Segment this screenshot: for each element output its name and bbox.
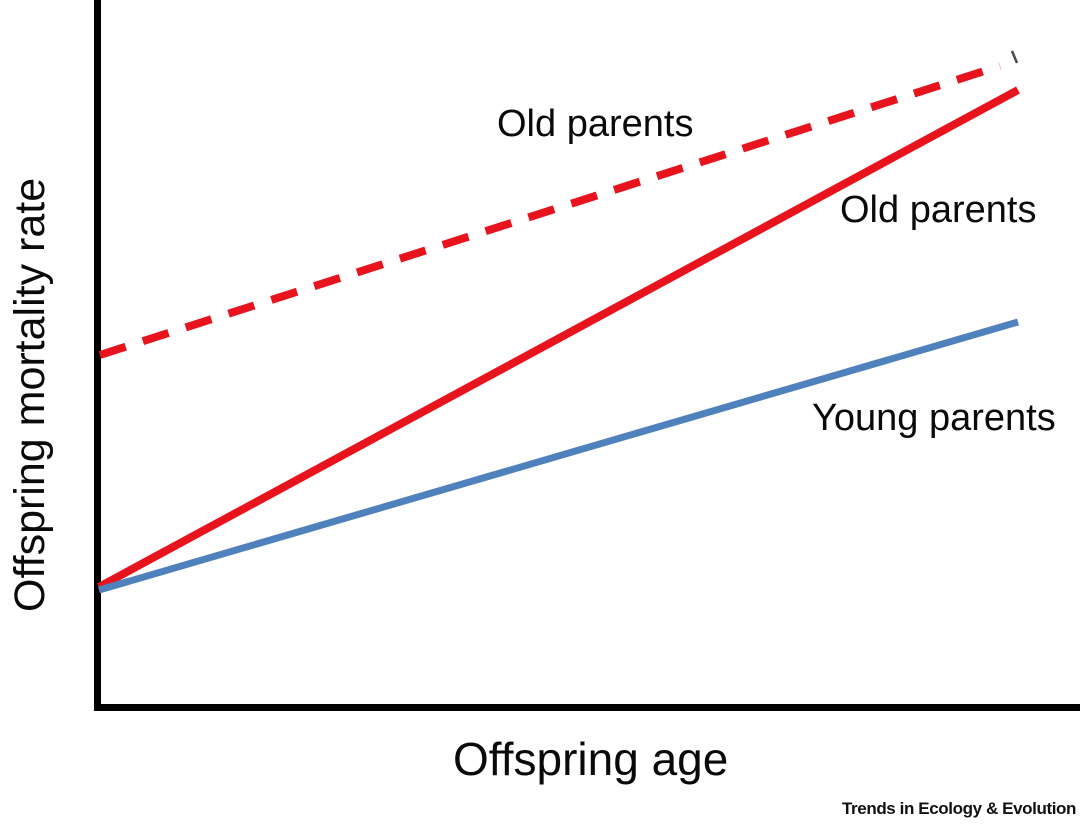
old-parents-solid-line — [97, 86, 1020, 591]
young-parents-label: Young parents — [812, 397, 1056, 439]
x-axis-label: Offspring age — [453, 733, 729, 785]
young-parents-line — [98, 318, 1019, 594]
old-parents-solid-label: Old parents — [840, 189, 1037, 231]
old-parents-dashed-line — [98, 62, 1002, 359]
y-axis-label: Offspring mortality rate — [6, 177, 54, 612]
old-parents-dashed-label: Old parents — [497, 103, 694, 145]
stray-mark — [1010, 50, 1019, 64]
journal-credit: Trends in Ecology & Evolution — [842, 799, 1076, 818]
